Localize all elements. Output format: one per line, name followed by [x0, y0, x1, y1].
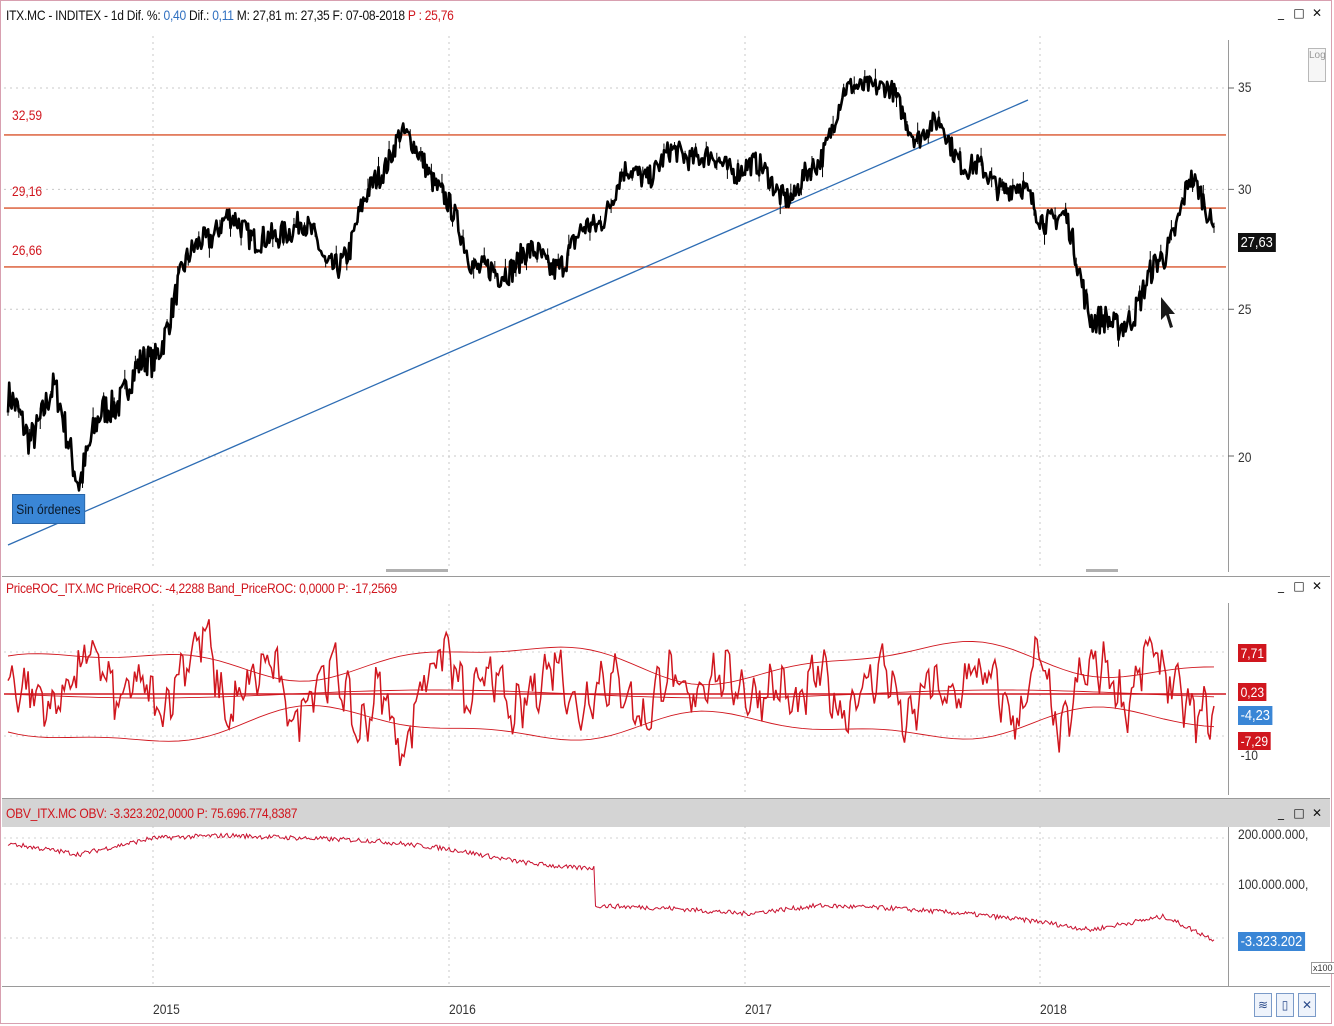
price-y-tick-30: 30	[1238, 181, 1252, 197]
toolbar-icons: ≋ ▯ ✕	[1254, 993, 1316, 1017]
price-pane: ITX.MC - INDITEX - 1d Dif. %: 0,40 Dif.:…	[2, 4, 1330, 572]
obv-pane: OBV_ITX.MC OBV: -3.323.202,0000 P: 75.69…	[2, 798, 1330, 987]
mouse-pointer-icon	[1161, 297, 1175, 328]
trendline	[7, 99, 1029, 546]
roc-tag-current: -4,23	[1238, 706, 1273, 725]
minimize-icon[interactable]: _	[1278, 6, 1284, 20]
level-label-low: 26,66	[12, 242, 43, 258]
roc-pane-title: PriceROC_ITX.MC PriceROC: -4,2288 Band_P…	[6, 580, 397, 596]
x-label-2018: 2018	[1040, 1001, 1067, 1017]
roc-lower-band	[7, 705, 1215, 742]
close-icon[interactable]: ✕	[1311, 579, 1323, 593]
roc-axis-separator	[1228, 603, 1229, 795]
roc-middle-band	[7, 689, 1215, 699]
maximize-icon[interactable]: □	[1293, 806, 1305, 820]
orders-status-label[interactable]: Sin órdenes	[12, 494, 85, 524]
obv-axis-separator	[1228, 827, 1229, 987]
level-label-mid: 29,16	[12, 183, 43, 199]
price-axis-separator	[1228, 40, 1229, 572]
roc-series	[7, 619, 1215, 767]
maximize-icon[interactable]: □	[1293, 6, 1305, 20]
price-scroll-thumb	[386, 569, 448, 572]
price-scroll-thumb-right	[1086, 569, 1118, 572]
level-label-high: 32,59	[12, 107, 43, 123]
price-y-tick-25: 25	[1238, 301, 1252, 317]
x-label-2015: 2015	[153, 1001, 180, 1017]
price-pane-title: ITX.MC - INDITEX - 1d Dif. %: 0,40 Dif.:…	[6, 7, 454, 23]
obv-last-value-tag: -3.323.202	[1238, 932, 1305, 951]
obv-y-tick-100m: 100.000.000,	[1238, 876, 1309, 892]
close-icon[interactable]: ✕	[1298, 993, 1316, 1017]
x-label-2017: 2017	[745, 1001, 772, 1017]
close-icon[interactable]: ✕	[1311, 806, 1323, 820]
roc-pane-window-buttons: _ □ ✕	[1274, 579, 1324, 593]
roc-tag-upper: 7,71	[1238, 644, 1267, 662]
roc-tag-mid: 0,23	[1238, 683, 1267, 701]
price-y-tick-20: 20	[1238, 449, 1252, 465]
last-price-tag: 27,63	[1238, 233, 1276, 252]
time-axis	[2, 986, 1330, 1023]
obv-pane-title: OBV_ITX.MC OBV: -3.323.202,0000 P: 75.69…	[6, 805, 298, 821]
price-series	[6, 75, 1216, 492]
maximize-icon[interactable]: □	[1293, 579, 1305, 593]
obv-pane-window-buttons: _ □ ✕	[1274, 806, 1324, 820]
minimize-icon[interactable]: _	[1278, 579, 1284, 593]
obv-series	[7, 832, 1215, 942]
minimize-icon[interactable]: _	[1278, 806, 1284, 820]
bookmark-icon[interactable]: ▯	[1276, 993, 1294, 1017]
obv-y-tick-200m: 200.000.000,	[1238, 826, 1309, 842]
log-scale-button[interactable]: Log	[1308, 48, 1326, 82]
roc-upper-band	[7, 641, 1215, 686]
wave-icon[interactable]: ≋	[1254, 993, 1272, 1017]
roc-tag-lower: -7,29	[1238, 732, 1271, 750]
obv-title-bar	[2, 799, 1330, 827]
price-y-tick-35: 35	[1238, 79, 1252, 95]
roc-tag-tick: -10	[1240, 747, 1258, 763]
price-pane-window-buttons: _ □ ✕	[1274, 6, 1324, 20]
close-icon[interactable]: ✕	[1311, 6, 1323, 20]
x-label-2016: 2016	[449, 1001, 476, 1017]
scale-badge: x100	[1311, 962, 1334, 974]
